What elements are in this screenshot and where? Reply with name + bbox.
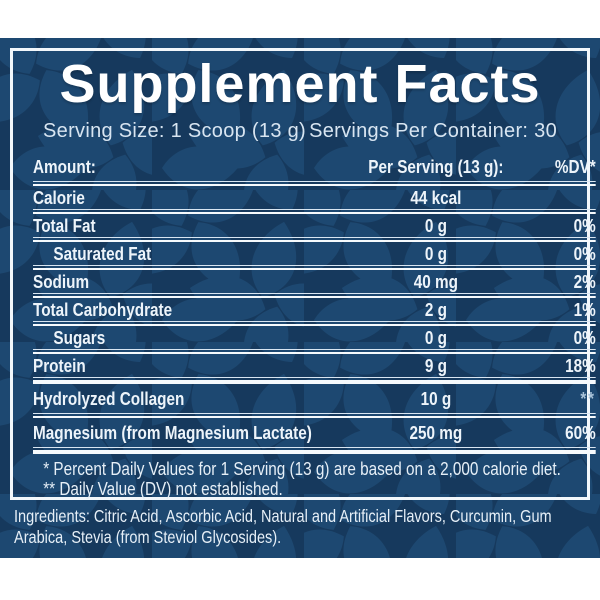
serving-size-text: Serving Size: 1 Scoop (13 g) [43,119,306,142]
row-separator [33,376,596,384]
amount-column-header: Amount: [33,156,96,177]
facts-table: Amount: Per Serving (13 g): %DV* Calorie… [33,157,596,499]
row-name: Total Carbohydrate [33,299,173,320]
row-name: Protein [33,355,86,376]
footnote-daily-values: * Percent Daily Values for 1 Serving (13… [43,458,561,479]
row-separator [33,446,596,454]
facts-border-box: Supplement Facts Serving Size: 1 Scoop (… [10,48,596,500]
row-dv: 1% [573,299,596,320]
row-name: Calorie [33,187,85,208]
row-name: Sugars [53,327,106,348]
row-dv: 2% [573,271,596,292]
footnote-dv-not-established: ** Daily Value (DV) not established. [43,478,283,499]
ingredients-text: Ingredients: Citric Acid, Ascorbic Acid,… [14,506,552,547]
row-separator [33,292,596,298]
row-dv: 0% [573,215,596,236]
table-row: Sodium 40 mg 2% [33,270,596,293]
header-separator [33,180,596,186]
row-amount: 40 mg [413,271,459,292]
row-amount: 0 g [424,215,447,236]
row-amount: 2 g [424,299,447,320]
row-name: Magnesium (from Magnesium Lactate) [33,422,312,443]
facts-rows: Calorie 44 kcal Total Fat 0 g 0% Saturat… [33,186,596,454]
table-row: Saturated Fat 0 g 0% [33,242,596,265]
row-dv: 18% [565,355,596,376]
row-name: Total Fat [33,215,96,236]
facts-header-row: Amount: Per Serving (13 g): %DV* [33,157,596,181]
serving-info-row: Serving Size: 1 Scoop (13 g) Servings Pe… [21,120,579,143]
table-row: Calorie 44 kcal [33,186,596,209]
row-separator [33,320,596,326]
row-separator [33,264,596,270]
row-name: Sodium [33,271,90,292]
footnotes: * Percent Daily Values for 1 Serving (13… [43,459,596,499]
row-dv: 0% [573,243,596,264]
row-amount: 250 mg [409,422,463,443]
row-name: Saturated Fat [53,243,152,264]
dv-column-header: %DV* [554,156,596,177]
row-separator [33,208,596,214]
row-amount: 0 g [424,327,447,348]
row-separator [33,348,596,354]
table-row: Total Carbohydrate 2 g 1% [33,298,596,321]
row-amount: 0 g [424,243,447,264]
row-amount: 10 g [420,388,452,409]
row-name: Hydrolyzed Collagen [33,388,185,409]
leaf-pattern-background [0,38,600,558]
page-title: Supplement Facts [59,54,541,114]
table-row: Total Fat 0 g 0% [33,214,596,237]
row-dv: 0% [573,327,596,348]
servings-per-container-text: Servings Per Container: 30 [309,119,557,142]
row-amount: 44 kcal [410,187,462,208]
row-dv: 60% [565,422,596,443]
row-separator [33,412,596,418]
table-row: Hydrolyzed Collagen 10 g ** [33,384,596,413]
row-separator [33,236,596,242]
table-row: Sugars 0 g 0% [33,326,596,349]
supplement-facts-panel: Supplement Facts Serving Size: 1 Scoop (… [0,38,600,558]
table-row: Protein 9 g 18% [33,354,596,377]
table-row: Magnesium (from Magnesium Lactate) 250 m… [33,418,596,447]
row-amount: 9 g [424,355,447,376]
per-serving-column-header: Per Serving (13 g): [368,156,504,177]
row-dv: ** [580,388,596,409]
